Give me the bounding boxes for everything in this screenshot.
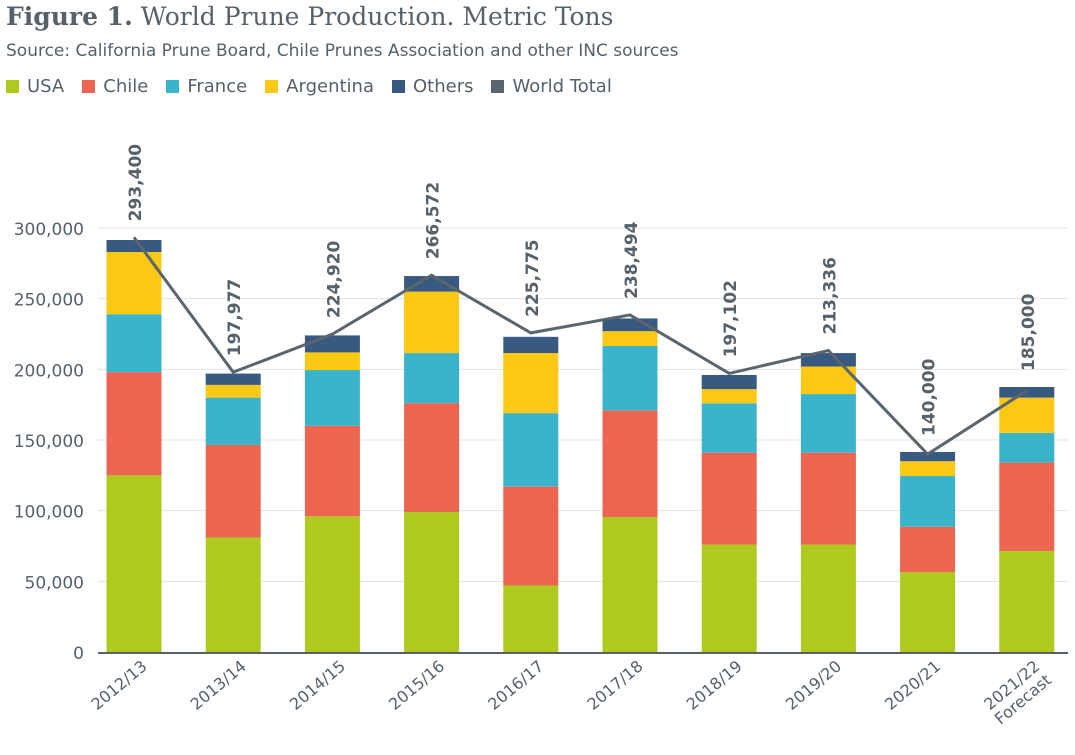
bar-france	[304, 370, 360, 426]
bar-france	[602, 346, 658, 411]
legend-item: World Total	[491, 76, 612, 97]
x-tick-label: 2015/16	[385, 657, 448, 714]
bar-france	[900, 476, 956, 527]
bar-france	[503, 413, 559, 487]
bar-chile	[304, 425, 360, 517]
legend: USA Chile France Argentina Others World Total	[6, 76, 612, 97]
bar-argentina	[900, 461, 956, 477]
bar-usa	[999, 550, 1055, 652]
legend-swatch	[491, 80, 505, 93]
x-tick-label: 2021/22Forecast	[979, 657, 1055, 729]
legend-swatch	[265, 80, 279, 93]
legend-label: Argentina	[286, 76, 374, 97]
y-tick-label: 200,000	[14, 361, 84, 381]
y-tick-label: 0	[73, 644, 84, 664]
bar-others	[304, 335, 360, 353]
bar-usa	[404, 512, 460, 652]
legend-item: Chile	[82, 76, 148, 97]
x-tick-label: 2017/18	[583, 657, 646, 714]
x-tick-label: 2014/15	[286, 657, 349, 714]
x-tick-label: 2020/21	[881, 657, 944, 714]
bar-argentina	[503, 353, 559, 414]
bar-chile	[800, 452, 856, 545]
legend-label: Others	[412, 76, 474, 97]
bar-france	[404, 353, 460, 404]
bar-usa	[900, 572, 956, 652]
y-tick-label: 150,000	[14, 432, 84, 452]
bar-usa	[304, 516, 360, 652]
data-label: 197,977	[225, 279, 245, 356]
data-label: 293,400	[126, 144, 146, 222]
x-tick-label: 2018/19	[683, 657, 746, 714]
y-tick-label: 50,000	[25, 573, 84, 593]
y-tick-label: 250,000	[14, 291, 84, 311]
bar-chile	[602, 410, 658, 518]
bar-france	[205, 397, 261, 445]
bar-chile	[106, 372, 162, 476]
bar-argentina	[205, 384, 261, 398]
chart-title: Figure 1. World Prune Production. Metric…	[6, 2, 614, 31]
legend-swatch	[391, 80, 405, 93]
legend-swatch	[166, 80, 180, 93]
bar-chile	[404, 403, 460, 513]
bar-argentina	[304, 352, 360, 371]
bar-usa	[106, 475, 162, 652]
legend-label: France	[187, 76, 248, 97]
legend-item: France	[166, 76, 247, 97]
bar-france	[999, 432, 1055, 463]
bar-chile	[205, 444, 261, 538]
bar-argentina	[602, 331, 658, 347]
bar-chile	[503, 486, 559, 586]
x-tick-label: 2013/14	[187, 657, 250, 714]
bar-others	[205, 373, 261, 385]
bar-usa	[205, 537, 261, 652]
bar-argentina	[404, 291, 460, 354]
bar-others	[106, 240, 162, 253]
bar-chile	[999, 462, 1055, 551]
data-label: 140,000	[920, 358, 940, 436]
bar-france	[800, 394, 856, 453]
legend-item: Others	[391, 76, 474, 97]
bar-others	[900, 452, 956, 462]
bar-chile	[900, 526, 956, 573]
legend-item: USA	[6, 76, 64, 97]
bar-others	[503, 336, 559, 354]
data-label: 213,336	[820, 257, 840, 334]
bar-usa	[602, 517, 658, 652]
bar-others	[404, 276, 460, 292]
bar-chile	[701, 452, 757, 545]
bar-france	[106, 314, 162, 373]
bar-usa	[800, 544, 856, 652]
x-tick-label: 2016/17	[484, 657, 547, 714]
data-label: 224,920	[324, 241, 344, 319]
x-tick-label: 2019/20	[782, 657, 845, 714]
bar-others	[701, 374, 757, 390]
data-label: 197,102	[721, 280, 741, 357]
y-tick-label: 100,000	[14, 503, 84, 523]
chart-subtitle: Source: California Prune Board, Chile Pr…	[6, 41, 679, 61]
legend-label: World Total	[512, 76, 612, 97]
data-label: 266,572	[424, 182, 444, 259]
bar-usa	[503, 585, 559, 652]
data-label: 185,000	[1019, 293, 1039, 371]
legend-swatch	[6, 80, 19, 93]
legend-label: Chile	[103, 76, 149, 97]
x-tick-label: 2012/13	[87, 657, 150, 714]
legend-label: USA	[27, 76, 65, 97]
world-total-line	[132, 236, 1028, 457]
bar-usa	[701, 544, 757, 652]
bar-france	[701, 403, 757, 453]
bar-argentina	[701, 389, 757, 404]
data-label: 238,494	[622, 221, 642, 299]
legend-swatch	[82, 80, 96, 93]
data-label: 225,775	[523, 239, 543, 316]
y-tick-label: 300,000	[14, 220, 84, 240]
legend-item: Argentina	[265, 76, 374, 97]
